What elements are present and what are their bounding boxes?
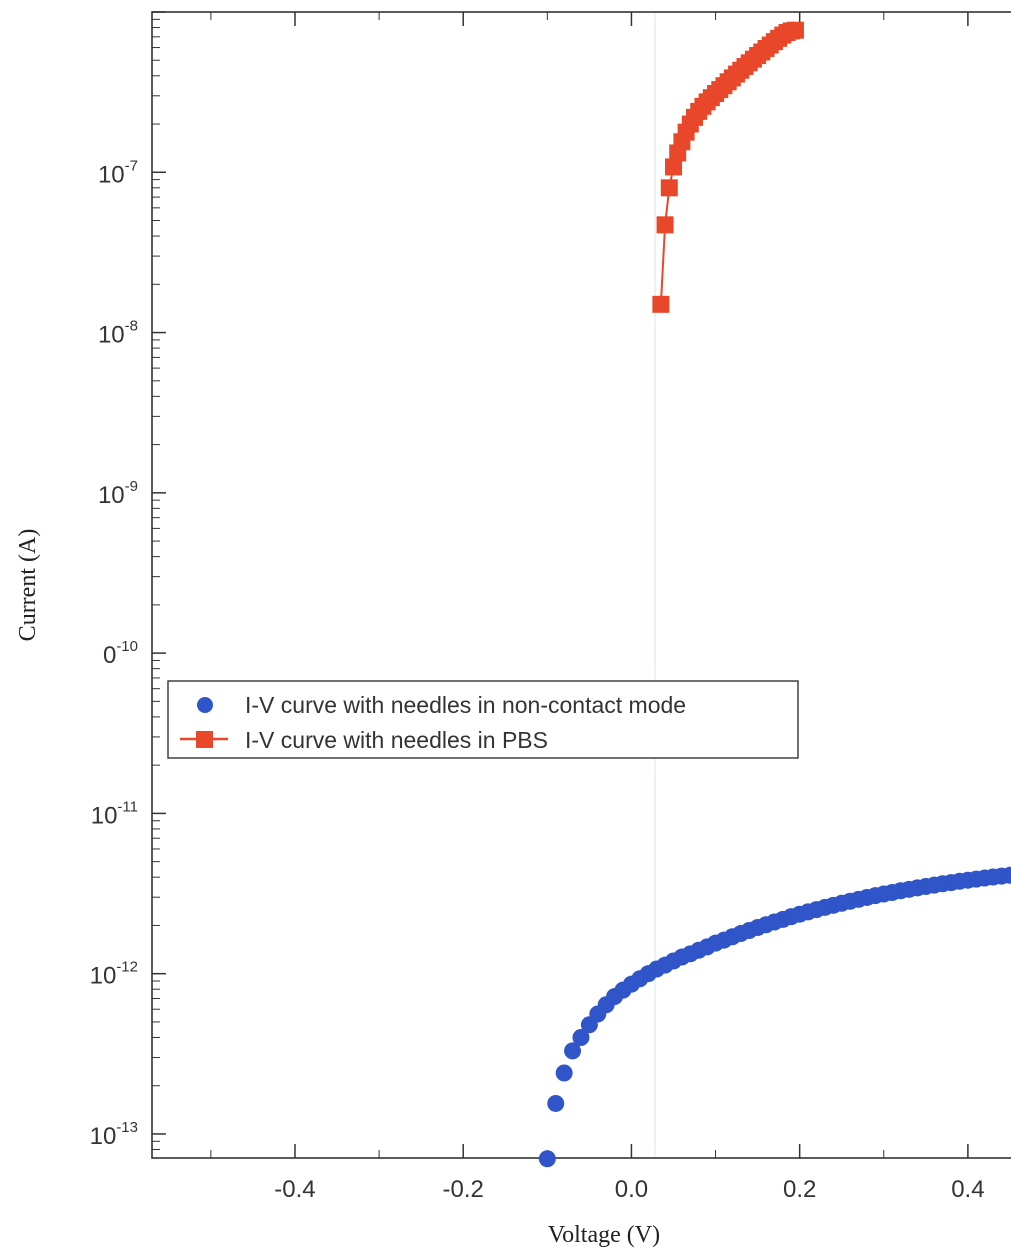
data-point-pbs	[664, 158, 682, 176]
data-point-pbs	[786, 21, 804, 39]
y-tick-label-exponent: -10	[116, 638, 138, 655]
y-tick-label-base: 10	[98, 322, 125, 349]
data-point-non-contact	[564, 1042, 582, 1060]
legend-label-non-contact: I-V curve with needles in non-contact mo…	[245, 692, 686, 718]
y-tick-label: 10-11	[91, 798, 138, 829]
y-tick-label-exponent: -8	[125, 318, 138, 335]
x-tick-label: -0.4	[274, 1176, 315, 1203]
data-point-pbs	[660, 179, 678, 197]
data-point-non-contact	[572, 1028, 590, 1046]
legend-marker-non-contact	[197, 697, 213, 713]
y-tick-label: 10-13	[90, 1119, 138, 1150]
y-tick-label: 10-9	[98, 478, 138, 509]
y-tick-label-base: 0	[103, 642, 116, 669]
legend-marker-pbs	[196, 731, 213, 748]
legend: I-V curve with needles in non-contact mo…	[167, 680, 799, 759]
y-tick-label-base: 10	[98, 161, 125, 188]
data-point-non-contact	[1001, 866, 1011, 884]
y-tick-label: 10-7	[98, 157, 138, 188]
y-tick-label-exponent: -11	[117, 798, 138, 815]
data-point-non-contact	[547, 1094, 565, 1112]
y-tick-label-base: 10	[90, 1123, 117, 1150]
data-point-non-contact	[538, 1150, 556, 1168]
plot-frame	[151, 11, 1011, 1159]
series-group	[538, 21, 1011, 1168]
y-tick-label-base: 10	[98, 482, 125, 509]
y-tick-label: 10-8	[98, 318, 138, 349]
x-tick-labels: -0.4 -0.2 0.0 0.2 0.4	[274, 1176, 984, 1203]
legend-label-pbs: I-V curve with needles in PBS	[245, 727, 548, 753]
y-axis-label: Current (A)	[15, 529, 41, 642]
y-tick-label: 10-12	[90, 959, 138, 990]
x-tick-label: 0.4	[951, 1176, 984, 1203]
x-tick-label: 0.0	[615, 1176, 648, 1203]
data-point-pbs	[656, 216, 674, 234]
y-tick-label: 0-10	[103, 638, 138, 669]
y-tick-label-exponent: -9	[125, 478, 138, 495]
y-tick-label-exponent: -12	[116, 959, 138, 976]
data-point-non-contact	[555, 1064, 573, 1082]
legend-box	[167, 680, 799, 759]
y-tick-label-base: 10	[90, 963, 117, 990]
x-tick-label: -0.2	[443, 1176, 484, 1203]
data-point-pbs	[652, 295, 670, 313]
x-axis-label: Voltage (V)	[548, 1222, 660, 1248]
y-tick-label-exponent: -7	[125, 157, 138, 174]
x-tick-label: 0.2	[783, 1176, 816, 1203]
y-tick-label-base: 10	[91, 802, 118, 829]
axis-ticks	[152, 11, 969, 1158]
y-tick-label-exponent: -13	[116, 1119, 138, 1136]
